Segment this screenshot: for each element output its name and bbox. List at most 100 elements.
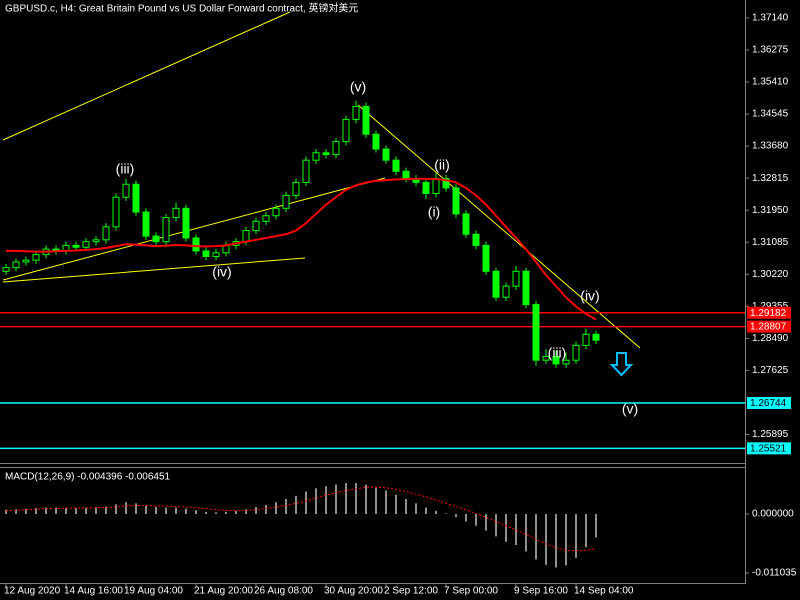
candle-body <box>422 181 430 195</box>
candle-body <box>552 356 560 365</box>
price-label: 1.25521 <box>750 443 787 454</box>
wave-label: (iii) <box>548 345 567 361</box>
x-tick-label: 9 Sep 16:00 <box>514 586 568 597</box>
candle-body <box>292 181 300 196</box>
chart-title: GBPUSD.c, H4: Great Britain Pound vs US … <box>5 2 358 15</box>
candle-body <box>462 213 470 235</box>
candle-body <box>162 217 170 243</box>
signal-line <box>5 486 597 552</box>
x-tick-label: 21 Aug 20:00 <box>194 586 253 597</box>
y-tick-label: 1.34545 <box>752 109 789 120</box>
candle-body <box>332 141 340 156</box>
candle-body <box>442 178 450 189</box>
candle-body <box>402 170 410 180</box>
y-tick-label: 1.30220 <box>752 269 789 280</box>
candle-body <box>362 105 370 135</box>
y-tick-label: -0.011035 <box>752 568 797 579</box>
candle-body <box>542 356 550 361</box>
candle-body <box>432 178 440 195</box>
candle-body <box>322 152 330 156</box>
y-tick-label: 1.31950 <box>752 205 789 216</box>
moving-average <box>6 177 597 321</box>
x-tick-label: 7 Sep 00:00 <box>444 586 498 597</box>
trendline <box>357 104 641 349</box>
candle-body <box>312 152 320 161</box>
price-label-box <box>747 397 791 410</box>
trendline <box>2 177 386 281</box>
y-tick-label: 1.28490 <box>752 333 789 344</box>
candle-body <box>482 244 490 272</box>
candle-body <box>272 207 280 217</box>
y-tick-label: 0.000000 <box>752 509 794 520</box>
candle-body <box>182 207 190 239</box>
candle-body <box>562 359 570 365</box>
y-tick-label: 1.25895 <box>752 429 789 440</box>
wave-label: (v) <box>622 401 638 417</box>
candle-body <box>522 270 530 306</box>
x-tick-label: 14 Aug 16:00 <box>64 586 123 597</box>
price-label: 1.28807 <box>750 322 787 333</box>
candle-body <box>32 254 40 261</box>
y-tick-label: 1.37140 <box>752 13 789 24</box>
candle-body <box>352 105 360 120</box>
x-tick-label: 2 Sep 12:00 <box>384 586 438 597</box>
candle-body <box>72 244 80 248</box>
price-label-box <box>747 442 791 455</box>
wave-label: (iv) <box>212 264 231 280</box>
candle-body <box>282 194 290 209</box>
y-tick-label: 1.31085 <box>752 237 789 248</box>
candle-body <box>452 187 460 215</box>
candle-body <box>172 207 180 219</box>
candle-body <box>152 235 160 243</box>
candle-body <box>92 239 100 243</box>
candle-body <box>342 118 350 143</box>
y-tick-label: 1.36275 <box>752 45 789 56</box>
candle-body <box>142 211 150 237</box>
down-arrow-icon <box>609 352 634 377</box>
candle-body <box>122 183 130 198</box>
candle-body <box>12 261 20 269</box>
candle-body <box>82 241 90 248</box>
price-label-box <box>747 320 791 333</box>
x-tick-label: 19 Aug 04:00 <box>124 586 183 597</box>
candle-body <box>582 333 590 346</box>
candle-body <box>192 237 200 252</box>
x-tick-label: 26 Aug 08:00 <box>254 586 313 597</box>
wave-label: (i) <box>428 204 440 220</box>
candle-body <box>22 259 30 263</box>
candle-body <box>512 270 520 287</box>
price-label-box <box>747 306 791 319</box>
price-label: 1.26744 <box>750 398 787 409</box>
candle-body <box>502 285 510 298</box>
candle-body <box>242 230 250 243</box>
trendlines <box>2 11 641 349</box>
x-tick-label: 30 Aug 20:00 <box>324 586 383 597</box>
plot: 1.37140 1.36275 1.35410 1.34545 1.33680 1.328… <box>0 13 797 597</box>
y-tick-label: 1.32815 <box>752 173 789 184</box>
price-label: 1.29182 <box>750 308 787 319</box>
candle-body <box>472 233 480 246</box>
y-tick-label: 1.35410 <box>752 77 789 88</box>
y-tick-label: 1.29355 <box>752 301 789 312</box>
trendline <box>2 257 306 283</box>
trendline <box>2 11 291 141</box>
frame <box>0 0 746 584</box>
x-tick-label: 12 Aug 2020 <box>4 586 61 597</box>
candle-body <box>302 159 310 183</box>
y-tick-label: 1.27625 <box>752 365 789 376</box>
x-tick-label: 14 Sep 04:00 <box>574 586 634 597</box>
candle-body <box>392 159 400 172</box>
candle-body <box>252 220 260 232</box>
wave-label: (v) <box>350 79 366 95</box>
candle-body <box>372 133 380 150</box>
macd-title: MACD(12,26,9) -0.004396 -0.006451 <box>5 472 171 483</box>
candle-body <box>382 148 390 161</box>
candle-body <box>112 196 120 228</box>
candle-body <box>102 226 110 241</box>
candle-body <box>572 344 580 361</box>
candle-body <box>202 250 210 257</box>
candle-body <box>132 183 140 213</box>
